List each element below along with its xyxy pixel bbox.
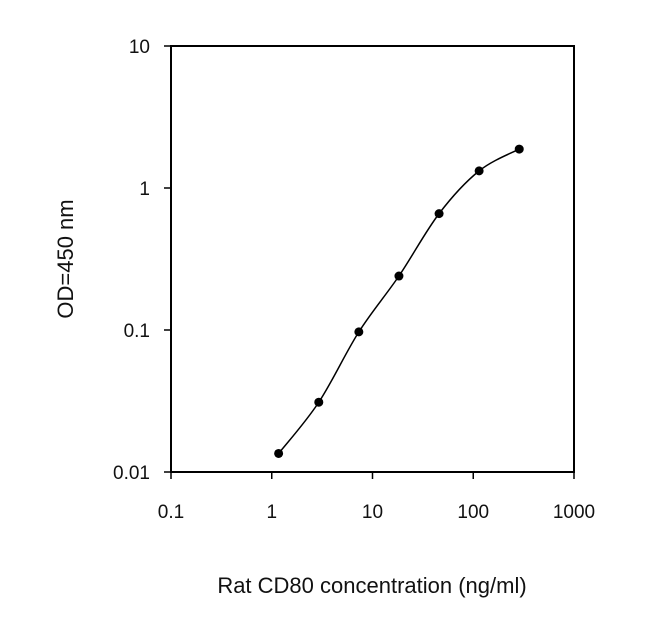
- data-point: [474, 166, 484, 176]
- x-axis-title: Rat CD80 concentration (ng/ml): [217, 573, 526, 598]
- data-point: [274, 448, 284, 458]
- x-axis: 0.1 1 10 100 1000: [158, 472, 595, 523]
- data-point: [354, 327, 364, 337]
- data-point: [434, 209, 444, 219]
- x-tick-label: 0.1: [158, 502, 184, 523]
- y-tick-label: 0.1: [124, 321, 150, 342]
- data-point: [394, 271, 404, 281]
- y-axis-title: OD=450 nm: [53, 199, 78, 318]
- series-line: [278, 148, 520, 454]
- y-tick-label: 0.01: [113, 463, 150, 484]
- data-point: [514, 144, 524, 154]
- data-points: [274, 144, 524, 458]
- y-tick-label: 10: [129, 37, 150, 58]
- x-tick-label: 1000: [553, 502, 595, 523]
- x-tick-label: 10: [362, 502, 383, 523]
- y-tick-label: 1: [139, 179, 150, 200]
- y-axis: 0.01 0.1 1 10: [113, 37, 171, 484]
- data-point: [314, 397, 324, 407]
- x-tick-label: 1: [266, 502, 277, 523]
- plot-frame: [170, 45, 575, 473]
- x-tick-label: 100: [457, 502, 489, 523]
